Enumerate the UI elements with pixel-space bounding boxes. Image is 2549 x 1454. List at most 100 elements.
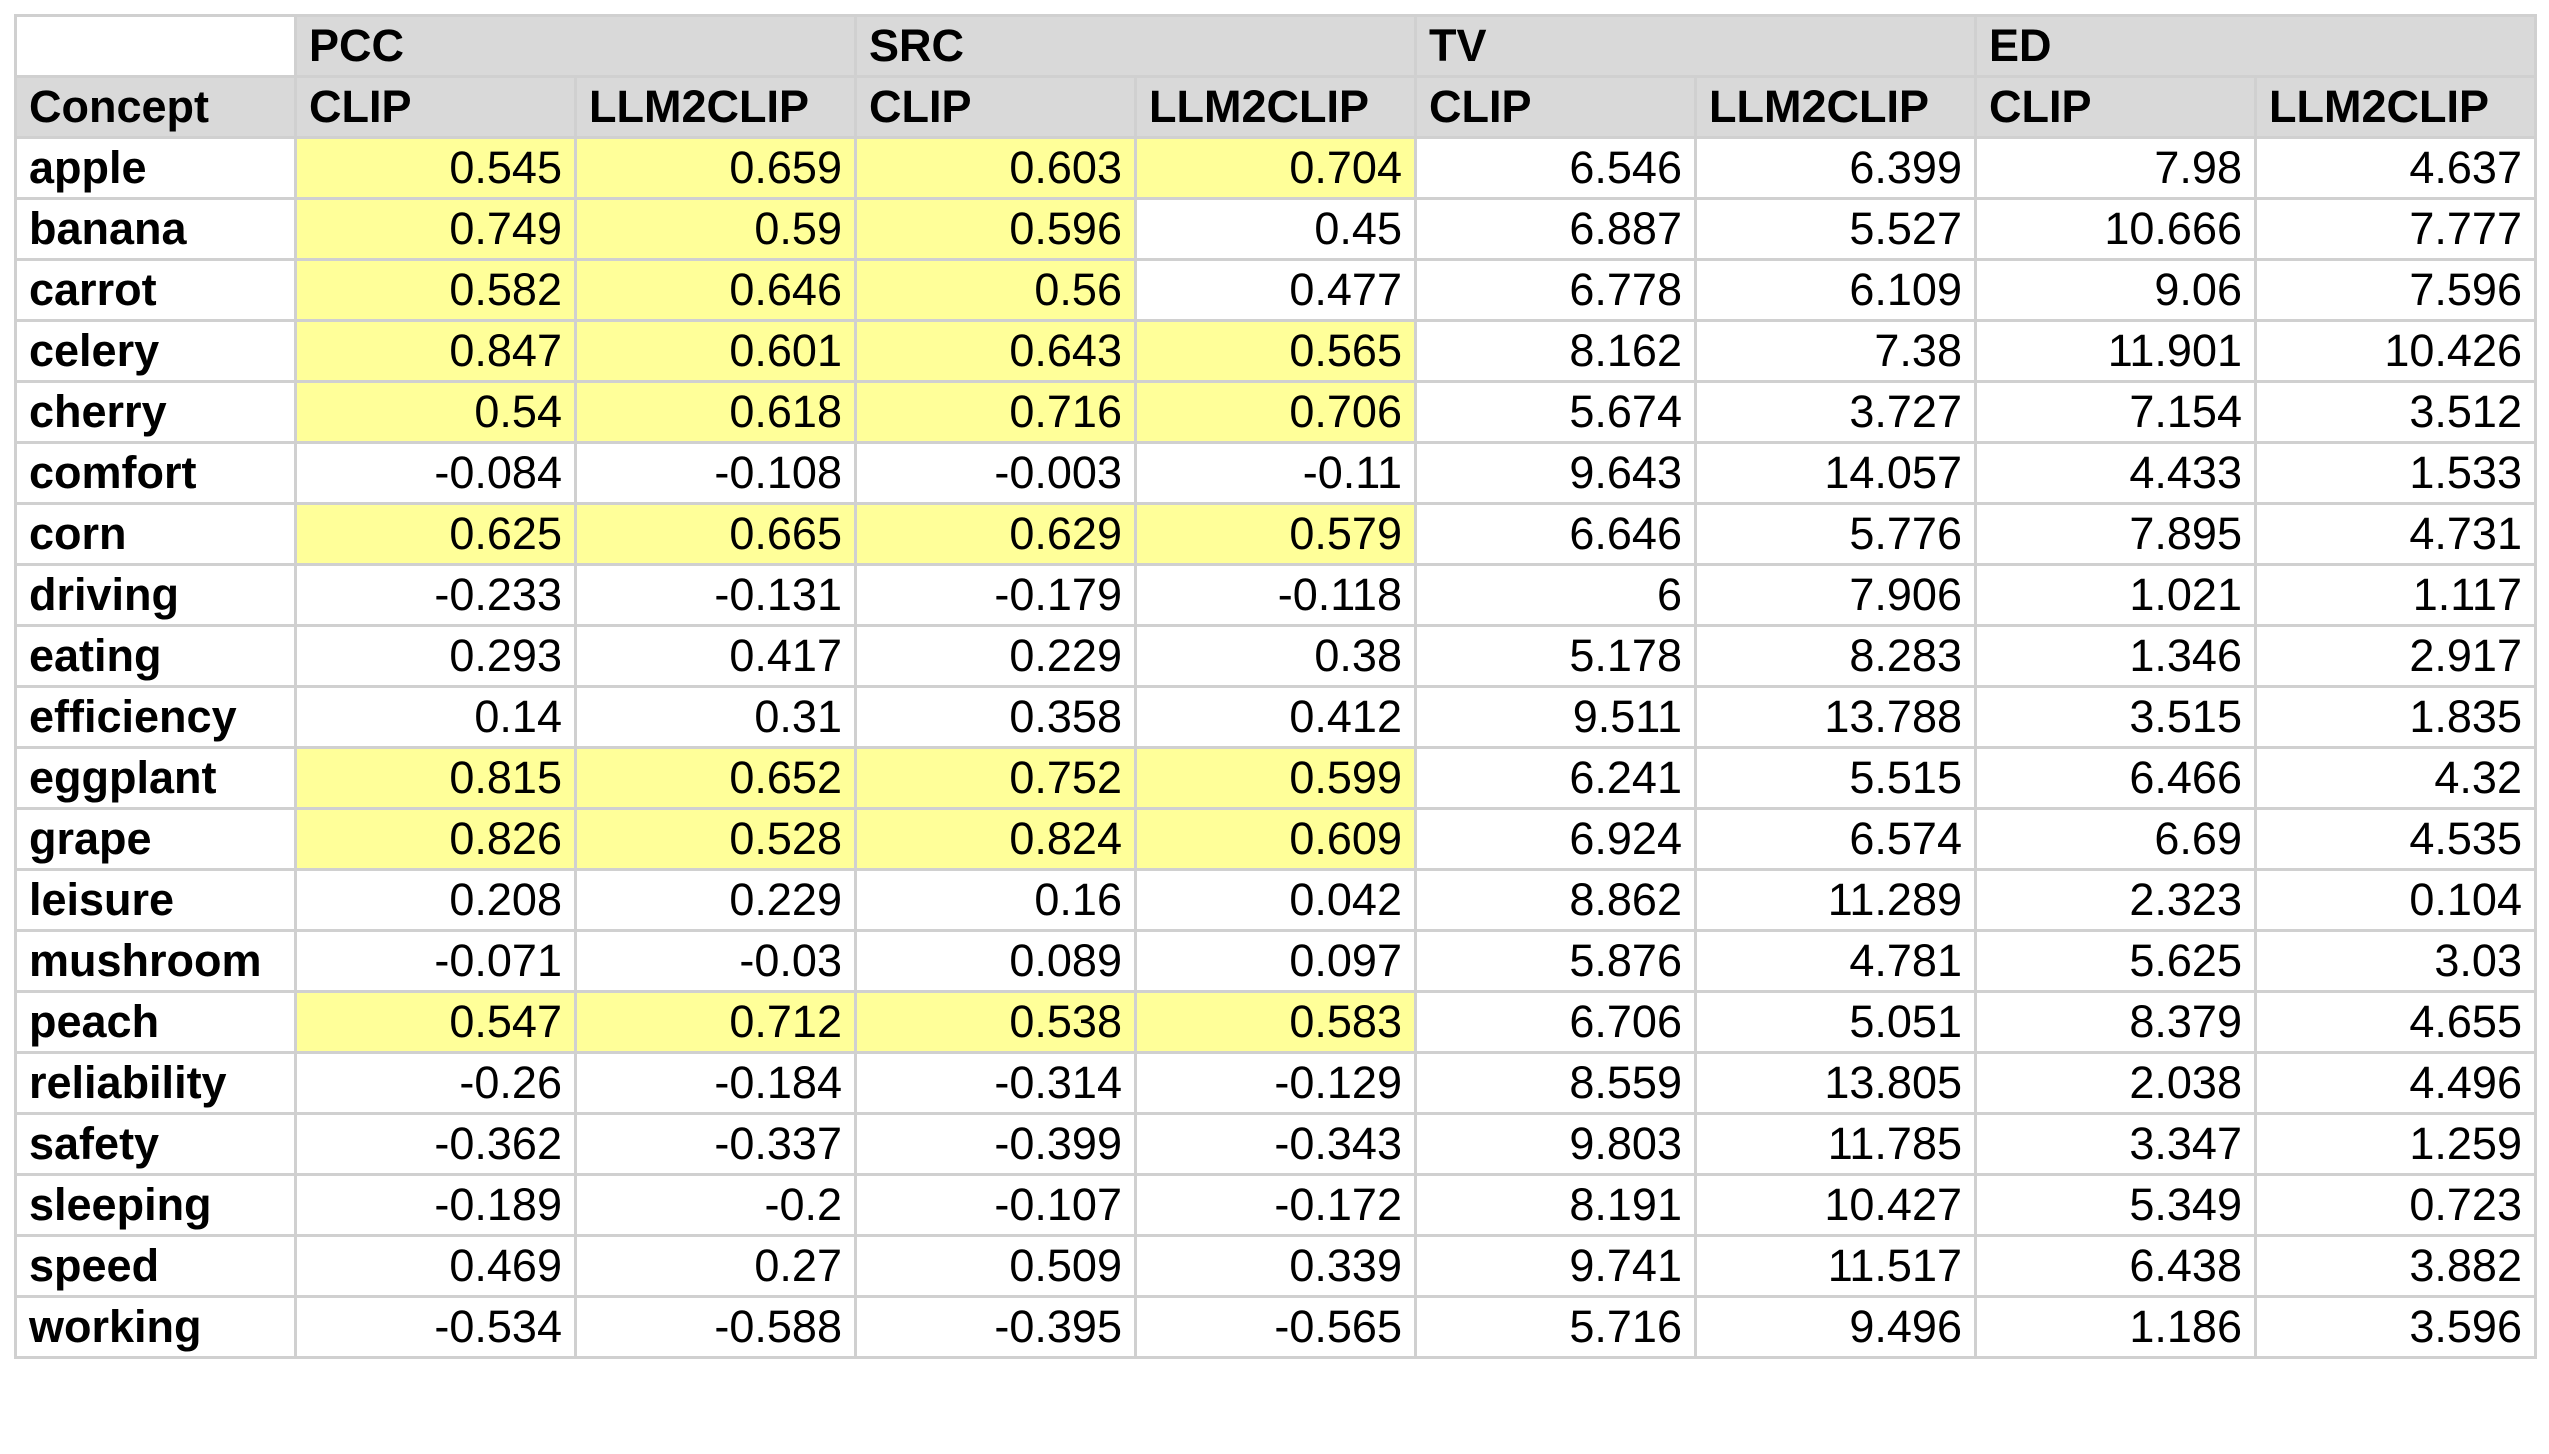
concept-cell[interactable]: efficiency [14, 685, 297, 749]
value-cell[interactable]: 7.777 [2254, 197, 2537, 261]
concept-cell[interactable]: banana [14, 197, 297, 261]
concept-cell[interactable]: leisure [14, 868, 297, 932]
group-header-src[interactable]: SRC [854, 14, 1417, 78]
value-cell[interactable]: 9.511 [1414, 685, 1697, 749]
value-cell[interactable]: 0.665 [574, 502, 857, 566]
subheader-concept[interactable]: Concept [14, 75, 297, 139]
value-cell[interactable]: 2.038 [1974, 1051, 2257, 1115]
value-cell[interactable]: 1.346 [1974, 624, 2257, 688]
value-cell[interactable]: 0.618 [574, 380, 857, 444]
value-cell[interactable]: -0.107 [854, 1173, 1137, 1237]
value-cell[interactable]: 0.643 [854, 319, 1137, 383]
value-cell[interactable]: 10.426 [2254, 319, 2537, 383]
value-cell[interactable]: 8.162 [1414, 319, 1697, 383]
value-cell[interactable]: 6.646 [1414, 502, 1697, 566]
value-cell[interactable]: 6.241 [1414, 746, 1697, 810]
value-cell[interactable]: 6.109 [1694, 258, 1977, 322]
value-cell[interactable]: 0.652 [574, 746, 857, 810]
value-cell[interactable]: -0.03 [574, 929, 857, 993]
value-cell[interactable]: 0.547 [294, 990, 577, 1054]
value-cell[interactable]: -0.26 [294, 1051, 577, 1115]
value-cell[interactable]: 4.637 [2254, 136, 2537, 200]
value-cell[interactable]: 0.45 [1134, 197, 1417, 261]
value-cell[interactable]: 8.283 [1694, 624, 1977, 688]
concept-cell[interactable]: mushroom [14, 929, 297, 993]
value-cell[interactable]: 6.574 [1694, 807, 1977, 871]
value-cell[interactable]: 6.546 [1414, 136, 1697, 200]
value-cell[interactable]: 5.527 [1694, 197, 1977, 261]
concept-cell[interactable]: sleeping [14, 1173, 297, 1237]
value-cell[interactable]: 0.14 [294, 685, 577, 749]
value-cell[interactable]: 0.545 [294, 136, 577, 200]
concept-cell[interactable]: cherry [14, 380, 297, 444]
value-cell[interactable]: 0.097 [1134, 929, 1417, 993]
value-cell[interactable]: -0.189 [294, 1173, 577, 1237]
value-cell[interactable]: 0.723 [2254, 1173, 2537, 1237]
value-cell[interactable]: 0.469 [294, 1234, 577, 1298]
value-cell[interactable]: 5.349 [1974, 1173, 2257, 1237]
value-cell[interactable]: 1.259 [2254, 1112, 2537, 1176]
value-cell[interactable]: 5.876 [1414, 929, 1697, 993]
value-cell[interactable]: 10.666 [1974, 197, 2257, 261]
value-cell[interactable]: 4.496 [2254, 1051, 2537, 1115]
value-cell[interactable]: 0.579 [1134, 502, 1417, 566]
value-cell[interactable]: 1.835 [2254, 685, 2537, 749]
value-cell[interactable]: -0.534 [294, 1295, 577, 1359]
value-cell[interactable]: 7.98 [1974, 136, 2257, 200]
value-cell[interactable]: 1.186 [1974, 1295, 2257, 1359]
value-cell[interactable]: 4.535 [2254, 807, 2537, 871]
value-cell[interactable]: 5.776 [1694, 502, 1977, 566]
value-cell[interactable]: 3.727 [1694, 380, 1977, 444]
subheader-pcc-llm2clip[interactable]: LLM2CLIP [574, 75, 857, 139]
value-cell[interactable]: 6.438 [1974, 1234, 2257, 1298]
value-cell[interactable]: -0.337 [574, 1112, 857, 1176]
value-cell[interactable]: 6 [1414, 563, 1697, 627]
value-cell[interactable]: 11.785 [1694, 1112, 1977, 1176]
value-cell[interactable]: 5.515 [1694, 746, 1977, 810]
value-cell[interactable]: -0.399 [854, 1112, 1137, 1176]
value-cell[interactable]: 8.191 [1414, 1173, 1697, 1237]
value-cell[interactable]: 1.533 [2254, 441, 2537, 505]
value-cell[interactable]: 3.515 [1974, 685, 2257, 749]
concept-cell[interactable]: apple [14, 136, 297, 200]
value-cell[interactable]: 4.32 [2254, 746, 2537, 810]
value-cell[interactable]: 3.03 [2254, 929, 2537, 993]
value-cell[interactable]: 0.603 [854, 136, 1137, 200]
value-cell[interactable]: -0.184 [574, 1051, 857, 1115]
value-cell[interactable]: 8.862 [1414, 868, 1697, 932]
concept-cell[interactable]: reliability [14, 1051, 297, 1115]
value-cell[interactable]: 7.895 [1974, 502, 2257, 566]
value-cell[interactable]: 3.347 [1974, 1112, 2257, 1176]
value-cell[interactable]: 0.16 [854, 868, 1137, 932]
value-cell[interactable]: 0.358 [854, 685, 1137, 749]
value-cell[interactable]: -0.565 [1134, 1295, 1417, 1359]
value-cell[interactable]: 2.323 [1974, 868, 2257, 932]
value-cell[interactable]: 0.599 [1134, 746, 1417, 810]
value-cell[interactable]: 9.741 [1414, 1234, 1697, 1298]
value-cell[interactable]: 5.178 [1414, 624, 1697, 688]
value-cell[interactable]: -0.233 [294, 563, 577, 627]
value-cell[interactable]: 0.104 [2254, 868, 2537, 932]
value-cell[interactable]: -0.071 [294, 929, 577, 993]
value-cell[interactable]: 0.847 [294, 319, 577, 383]
value-cell[interactable]: 7.906 [1694, 563, 1977, 627]
value-cell[interactable]: 0.704 [1134, 136, 1417, 200]
value-cell[interactable]: 13.788 [1694, 685, 1977, 749]
value-cell[interactable]: 0.27 [574, 1234, 857, 1298]
group-header-pcc[interactable]: PCC [294, 14, 857, 78]
value-cell[interactable]: 0.706 [1134, 380, 1417, 444]
value-cell[interactable]: 0.31 [574, 685, 857, 749]
value-cell[interactable]: 6.69 [1974, 807, 2257, 871]
concept-cell[interactable]: eating [14, 624, 297, 688]
value-cell[interactable]: 7.596 [2254, 258, 2537, 322]
concept-cell[interactable]: eggplant [14, 746, 297, 810]
concept-cell[interactable]: safety [14, 1112, 297, 1176]
value-cell[interactable]: 0.716 [854, 380, 1137, 444]
value-cell[interactable]: -0.084 [294, 441, 577, 505]
value-cell[interactable]: 0.293 [294, 624, 577, 688]
value-cell[interactable]: 0.596 [854, 197, 1137, 261]
value-cell[interactable]: 0.582 [294, 258, 577, 322]
value-cell[interactable]: 6.399 [1694, 136, 1977, 200]
corner-cell[interactable] [14, 14, 297, 78]
concept-cell[interactable]: corn [14, 502, 297, 566]
